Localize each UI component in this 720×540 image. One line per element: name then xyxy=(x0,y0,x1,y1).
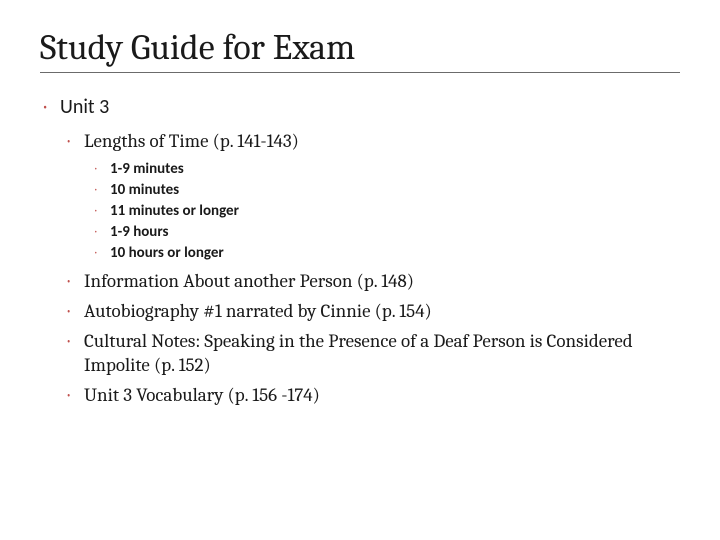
slide: Study Guide for Exam • Unit 3 • Lengths … xyxy=(0,0,720,540)
bullet-icon: • xyxy=(92,201,110,221)
item-label: 11 minutes or longer xyxy=(110,201,680,221)
list-item: • 1-9 minutes xyxy=(92,159,680,179)
level2-list: • Lengths of Time (p. 141-143) • 1-9 min… xyxy=(64,129,680,407)
list-item: • 11 minutes or longer xyxy=(92,201,680,221)
list-item: • Unit 3 xyxy=(40,95,680,119)
bullet-icon: • xyxy=(64,299,84,323)
item-label: Unit 3 xyxy=(60,95,680,119)
list-item: • Cultural Notes: Speaking in the Presen… xyxy=(64,329,680,377)
item-label: 10 minutes xyxy=(110,180,680,200)
list-item: • 10 minutes xyxy=(92,180,680,200)
item-label: Information About another Person (p. 148… xyxy=(84,269,680,293)
bullet-icon: • xyxy=(64,383,84,407)
level1-list: • Unit 3 • Lengths of Time (p. 141-143) … xyxy=(40,95,680,407)
list-item: • Unit 3 Vocabulary (p. 156 -174) xyxy=(64,383,680,407)
bullet-icon: • xyxy=(92,159,110,179)
level3-list: • 1-9 minutes • 10 minutes • 11 minutes … xyxy=(92,159,680,263)
item-label: Cultural Notes: Speaking in the Presence… xyxy=(84,329,680,377)
list-item: • 1-9 hours xyxy=(92,222,680,242)
bullet-icon: • xyxy=(92,180,110,200)
bullet-icon: • xyxy=(40,95,60,119)
item-label: 1-9 minutes xyxy=(110,159,680,179)
list-item: • 10 hours or longer xyxy=(92,243,680,263)
bullet-icon: • xyxy=(64,129,84,153)
list-item: • Lengths of Time (p. 141-143) xyxy=(64,129,680,153)
list-item: • Autobiography #1 narrated by Cinnie (p… xyxy=(64,299,680,323)
bullet-icon: • xyxy=(92,243,110,263)
list-item: • Information About another Person (p. 1… xyxy=(64,269,680,293)
item-label: Lengths of Time (p. 141-143) xyxy=(84,129,680,153)
item-label: 10 hours or longer xyxy=(110,243,680,263)
item-label: Autobiography #1 narrated by Cinnie (p. … xyxy=(84,299,680,323)
bullet-icon: • xyxy=(64,269,84,293)
bullet-icon: • xyxy=(64,329,84,353)
item-label: Unit 3 Vocabulary (p. 156 -174) xyxy=(84,383,680,407)
page-title: Study Guide for Exam xyxy=(40,28,680,68)
bullet-icon: • xyxy=(92,222,110,242)
title-underline xyxy=(40,72,680,73)
item-label: 1-9 hours xyxy=(110,222,680,242)
